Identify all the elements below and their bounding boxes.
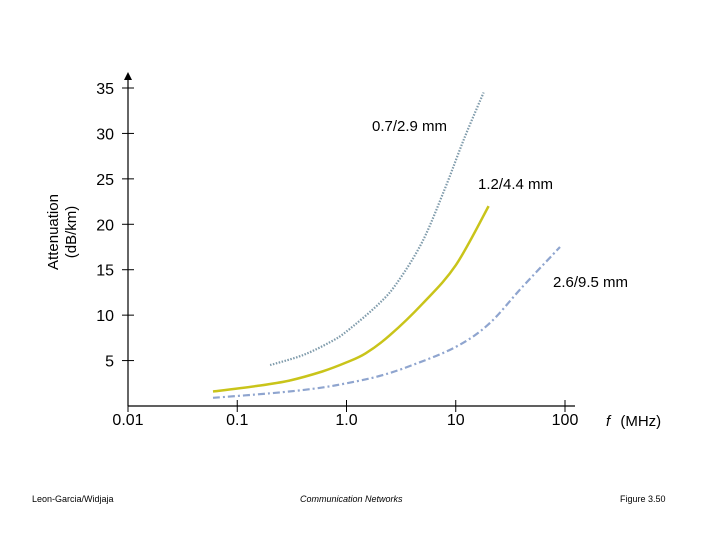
x-tick-label: 10 bbox=[447, 412, 465, 429]
chart-axes bbox=[124, 72, 575, 407]
footer-authors: Leon-Garcia/Widjaja bbox=[32, 494, 114, 504]
x-axis-unit: (MHz) bbox=[620, 413, 661, 430]
footer-figure-number: Figure 3.50 bbox=[620, 494, 666, 504]
y-ticks: 5 10 15 20 25 30 35 bbox=[96, 81, 134, 371]
y-tick-label: 35 bbox=[96, 81, 114, 98]
x-axis-title: f (MHz) bbox=[606, 413, 661, 430]
y-axis-title-line1: Attenuation bbox=[45, 194, 62, 270]
x-axis-symbol: f bbox=[606, 413, 612, 430]
footer-book-title: Communication Networks bbox=[300, 494, 403, 504]
y-tick-label: 15 bbox=[96, 263, 114, 280]
series-curve-2 bbox=[212, 246, 561, 399]
series-curve-1 bbox=[212, 205, 490, 393]
y-tick-label: 25 bbox=[96, 172, 114, 189]
y-tick-label: 30 bbox=[96, 126, 114, 143]
series-label-0.7-2.9mm: 0.7/2.9 mm bbox=[372, 118, 447, 135]
series-label-2.6-9.5mm: 2.6/9.5 mm bbox=[553, 274, 628, 291]
y-axis-title-line2: (dB/km) bbox=[63, 206, 80, 259]
x-tick-label: 0.1 bbox=[226, 412, 248, 429]
y-tick-label: 20 bbox=[96, 217, 114, 234]
y-axis-title: Attenuation (dB/km) bbox=[45, 194, 80, 270]
chart-curves bbox=[212, 92, 561, 399]
x-tick-label: 1.0 bbox=[335, 412, 357, 429]
x-tick-label: 0.01 bbox=[112, 412, 143, 429]
x-tick-label: 100 bbox=[552, 412, 579, 429]
series-curve-0 bbox=[269, 92, 485, 367]
y-tick-label: 10 bbox=[96, 308, 114, 325]
y-tick-label: 5 bbox=[105, 354, 114, 371]
series-label-1.2-4.4mm: 1.2/4.4 mm bbox=[478, 176, 553, 193]
y-axis-arrow bbox=[124, 72, 132, 80]
x-ticks: 0.01 0.1 1.0 10 100 bbox=[112, 400, 578, 429]
